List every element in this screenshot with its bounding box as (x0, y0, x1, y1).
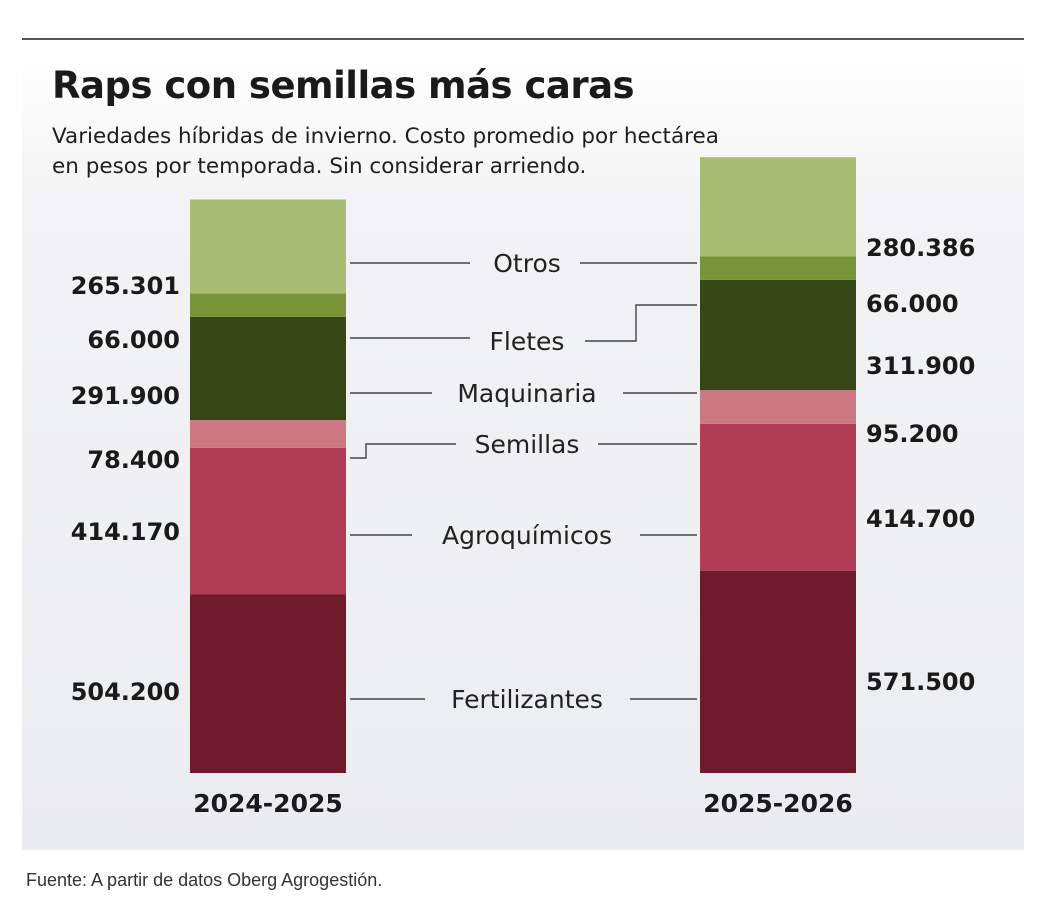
series-label-semillas: Semillas (475, 430, 580, 459)
chart-title: Raps con semillas más caras (52, 64, 635, 107)
x-tick-label: 2024-2025 (193, 789, 343, 818)
x-tick-label: 2025-2026 (703, 789, 853, 818)
data-label: 66.000 (866, 290, 959, 318)
bar-segment-semillas-2025-2026 (700, 390, 856, 424)
series-label-otros: Otros (493, 249, 561, 278)
data-label: 414.700 (866, 505, 975, 533)
bar-segment-agroquímicos-2024-2025 (190, 447, 346, 595)
data-label: 95.200 (866, 420, 959, 448)
bar-segment-maquinaria-2025-2026 (700, 279, 856, 391)
bar-segment-maquinaria-2024-2025 (190, 316, 346, 421)
data-label: 414.170 (71, 518, 180, 546)
leader-line (350, 443, 456, 459)
data-label: 280.386 (866, 234, 975, 262)
bar-segment-fertilizantes-2024-2025 (190, 594, 346, 773)
bar-segment-otros-2024-2025 (190, 199, 346, 294)
bar-segment-fletes-2025-2026 (700, 256, 856, 280)
bar-segment-agroquímicos-2025-2026 (700, 423, 856, 571)
source-note: Fuente: A partir de datos Oberg Agrogest… (26, 870, 383, 890)
bar-segment-semillas-2024-2025 (190, 420, 346, 448)
series-label-maquinaria: Maquinaria (457, 379, 596, 408)
data-label: 571.500 (866, 668, 975, 696)
chart-subtitle: Variedades híbridas de invierno. Costo p… (52, 124, 719, 179)
bar-segment-fletes-2024-2025 (190, 293, 346, 317)
bar-segment-otros-2025-2026 (700, 157, 856, 257)
bar-segment-fertilizantes-2025-2026 (700, 570, 856, 773)
data-label: 66.000 (87, 326, 180, 354)
data-label: 311.900 (866, 352, 975, 380)
data-label: 78.400 (87, 446, 180, 474)
leader-line (585, 304, 697, 342)
series-label-fertilizantes: Fertilizantes (451, 685, 603, 714)
chart-panel (22, 50, 1024, 850)
series-label-agroquímicos: Agroquímicos (442, 521, 612, 550)
series-label-fletes: Fletes (490, 327, 565, 356)
data-label: 265.301 (71, 272, 180, 300)
data-label: 291.900 (71, 382, 180, 410)
data-label: 504.200 (71, 678, 180, 706)
top-rule (22, 38, 1024, 40)
